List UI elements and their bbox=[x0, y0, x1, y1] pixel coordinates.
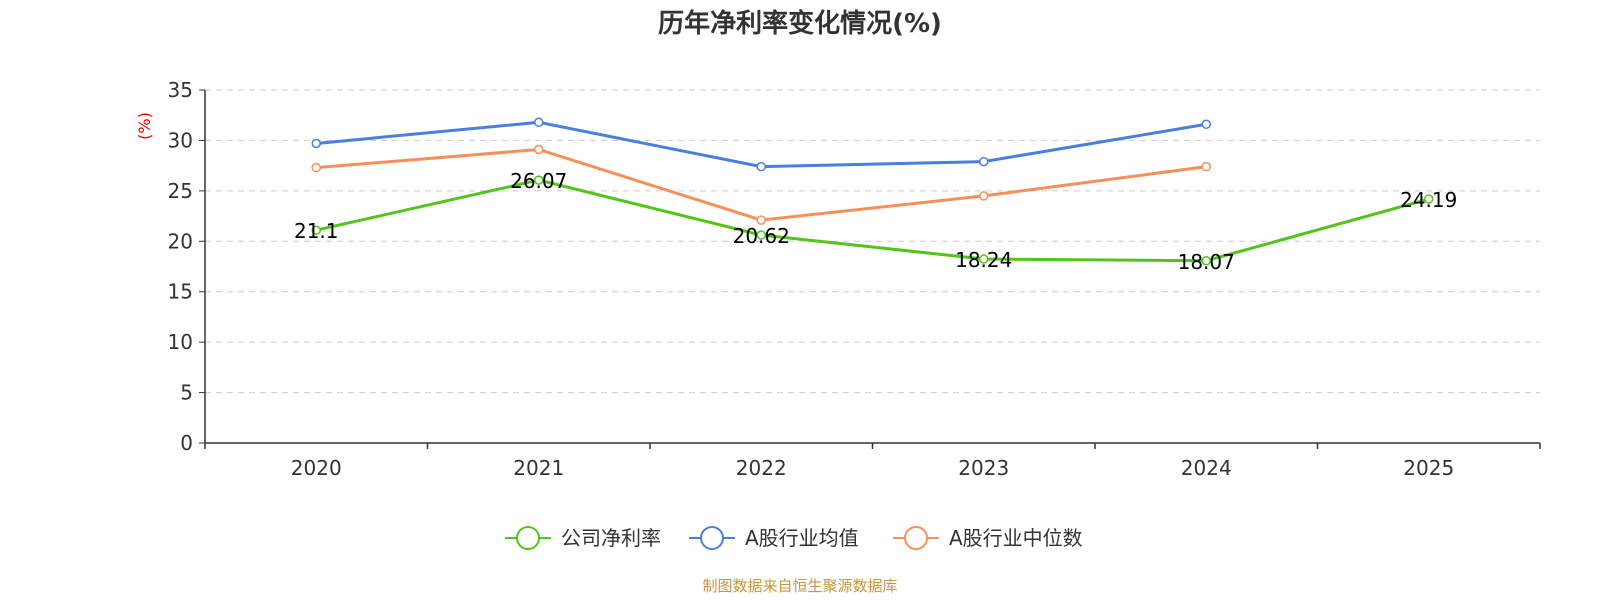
legend-item-2[interactable]: A股行业中位数 bbox=[893, 526, 1083, 550]
source-note: 制图数据来自恒生聚源数据库 bbox=[702, 577, 897, 595]
y-tick-label-15: 15 bbox=[168, 280, 193, 304]
point-0-2021 bbox=[534, 175, 544, 185]
point-0-2024 bbox=[1201, 256, 1211, 266]
chart-title: 历年净利率变化情况(%) bbox=[658, 8, 942, 39]
legend-item-0[interactable]: 公司净利率 bbox=[505, 526, 661, 550]
series-group bbox=[311, 117, 1434, 266]
series-line-1 bbox=[316, 120, 1207, 169]
data-label-2020: 21.1 bbox=[294, 219, 339, 243]
data-label-2024: 18.07 bbox=[1178, 250, 1235, 274]
grid-lines bbox=[205, 89, 1540, 394]
x-tick-label-2022: 2022 bbox=[736, 456, 787, 480]
point-1-2023 bbox=[979, 156, 989, 167]
point-0-2025 bbox=[1424, 194, 1434, 204]
series-line-0 bbox=[315, 178, 1430, 263]
legend-marker-0 bbox=[516, 526, 540, 550]
legend-marker-2 bbox=[904, 526, 928, 550]
y-tick-label-20: 20 bbox=[168, 229, 193, 253]
data-labels: 21.1 26.07 20.62 18.24 18.07 24.19 bbox=[294, 169, 1457, 274]
point-2-2021 bbox=[534, 144, 544, 155]
legend-label-1: A股行业均值 bbox=[745, 526, 859, 550]
point-2-2022 bbox=[756, 215, 766, 225]
legend-label-0: 公司净利率 bbox=[561, 526, 661, 550]
point-1-2022 bbox=[756, 161, 766, 172]
legend-item-1[interactable]: A股行业均值 bbox=[689, 526, 859, 550]
y-tick-label-5: 5 bbox=[180, 381, 193, 405]
y-tick-label-10: 10 bbox=[168, 330, 193, 354]
point-2-2020 bbox=[311, 162, 321, 173]
series-1 bbox=[311, 117, 1211, 172]
data-label-2023: 18.24 bbox=[955, 248, 1012, 272]
x-tick-label-2023: 2023 bbox=[958, 456, 1009, 480]
y-tick-label-35: 35 bbox=[168, 78, 193, 102]
point-1-2024 bbox=[1201, 119, 1211, 130]
x-tick-label-2025: 2025 bbox=[1403, 456, 1454, 480]
x-tick-label-2021: 2021 bbox=[513, 456, 564, 480]
x-tick-label-2020: 2020 bbox=[291, 456, 342, 480]
y-tick-label-30: 30 bbox=[168, 128, 193, 152]
y-tick-label-0: 0 bbox=[180, 431, 193, 455]
series-line-2 bbox=[316, 147, 1207, 222]
legend-label-2: A股行业中位数 bbox=[949, 526, 1083, 550]
point-1-2021 bbox=[534, 117, 544, 128]
y-axis-label: (%) bbox=[135, 112, 154, 140]
point-0-2020 bbox=[311, 225, 321, 235]
x-tick-label-2024: 2024 bbox=[1181, 456, 1232, 480]
data-label-2021: 26.07 bbox=[510, 169, 567, 193]
series-0 bbox=[311, 175, 1434, 266]
point-0-2023 bbox=[979, 254, 989, 264]
legend-marker-1 bbox=[700, 526, 724, 550]
data-label-2025: 24.19 bbox=[1400, 188, 1457, 212]
y-tick-label-25: 25 bbox=[168, 179, 193, 203]
series-2 bbox=[311, 144, 1211, 225]
legend[interactable]: 公司净利率 A股行业均值 A股行业中位数 bbox=[505, 526, 1083, 550]
point-2-2024 bbox=[1201, 161, 1211, 172]
point-1-2020 bbox=[311, 138, 321, 149]
point-0-2022 bbox=[756, 230, 766, 240]
data-label-2022: 20.62 bbox=[733, 224, 790, 248]
point-2-2023 bbox=[979, 191, 989, 201]
